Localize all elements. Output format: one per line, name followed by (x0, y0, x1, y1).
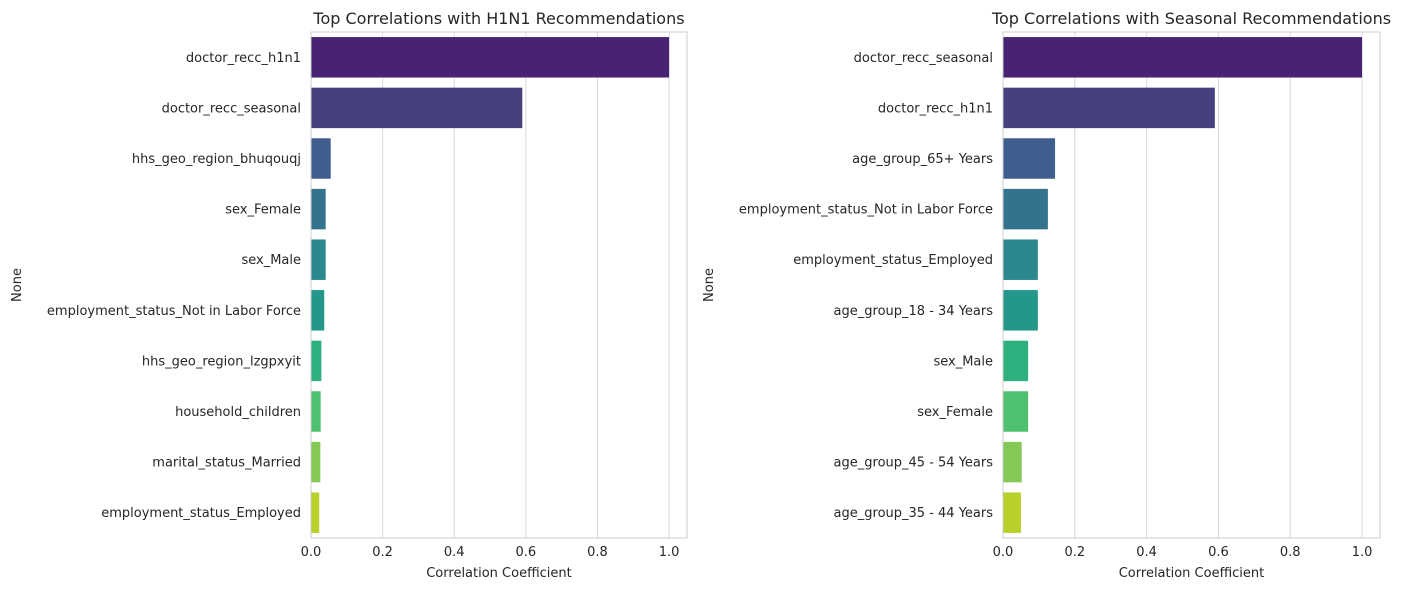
x-tick-label: 0.4 (1136, 545, 1157, 560)
bar (311, 391, 321, 432)
axes-frame (310, 31, 688, 539)
y-tick-label: doctor_recc_seasonal (162, 101, 301, 116)
y-tick-label: age_group_35 - 44 Years (834, 506, 994, 521)
y-tick-label: age_group_65+ Years (852, 152, 993, 167)
y-tick-label: doctor_recc_seasonal (854, 51, 993, 66)
x-tick-label: 1.0 (1352, 545, 1373, 560)
x-tick-label: 1.0 (659, 545, 680, 560)
x-tick-label: 0.6 (516, 545, 537, 560)
y-tick-label: sex_Male (933, 354, 993, 369)
bar (1003, 87, 1215, 129)
bar (311, 441, 321, 483)
bar (311, 188, 326, 230)
bar (1003, 239, 1038, 280)
chart-title: Top Correlations with Seasonal Recommend… (991, 9, 1391, 28)
x-tick-label: 0.8 (587, 545, 608, 560)
x-tick-label: 0.8 (1280, 545, 1301, 560)
bar (1003, 492, 1021, 533)
x-tick-label: 0.0 (301, 545, 322, 560)
bar (311, 37, 670, 78)
chart-seasonal: doctor_recc_seasonal doctor_recc_h1n1 age_… (702, 9, 1391, 581)
bar (1003, 441, 1022, 483)
y-axis-label: None (702, 268, 717, 302)
y-tick-label: hhs_geo_region_bhuqouqj (132, 152, 301, 167)
y-tick-label: employment_status_Employed (101, 506, 301, 521)
chart-h1n1: doctor_recc_h1n1 doctor_recc_seasonal hhs_… (10, 9, 688, 581)
y-tick-label: employment_status_Not in Labor Force (47, 304, 301, 319)
y-tick-label: sex_Female (225, 203, 301, 218)
bar (1003, 188, 1048, 230)
y-tick-label: employment_status_Not in Labor Force (739, 203, 993, 218)
y-tick-label: doctor_recc_h1n1 (186, 51, 301, 66)
y-axis-label: None (10, 268, 25, 302)
y-tick-label: household_children (175, 405, 301, 420)
bar (1003, 290, 1038, 331)
bar (311, 87, 523, 129)
bar (311, 138, 331, 179)
x-tick-label: 0.2 (372, 545, 393, 560)
bar (1003, 138, 1056, 179)
bar (311, 340, 322, 382)
y-tick-label: hhs_geo_region_lzgpxyit (142, 354, 301, 369)
y-tick-label: age_group_45 - 54 Years (834, 456, 994, 471)
x-tick-label: 0.4 (444, 545, 465, 560)
bar (311, 290, 325, 331)
bar (1003, 37, 1363, 78)
y-tick-label: employment_status_Employed (793, 253, 993, 268)
y-tick-label: sex_Male (241, 253, 301, 268)
y-tick-label: marital_status_Married (152, 456, 301, 471)
x-axis-label: Correlation Coefficient (426, 566, 572, 581)
x-axis-label: Correlation Coefficient (1119, 566, 1265, 581)
y-tick-label: doctor_recc_h1n1 (878, 101, 993, 116)
x-tick-label: 0.2 (1064, 545, 1085, 560)
y-tick-label: age_group_18 - 34 Years (834, 304, 994, 319)
axes-frame (1002, 31, 1381, 539)
bar (311, 492, 320, 533)
y-tick-label: sex_Female (917, 405, 993, 420)
bar (1003, 391, 1029, 432)
chart-title: Top Correlations with H1N1 Recommendatio… (312, 9, 684, 28)
bar (1003, 340, 1029, 382)
x-tick-label: 0.6 (1208, 545, 1229, 560)
x-tick-label: 0.0 (993, 545, 1014, 560)
bar (311, 239, 326, 280)
